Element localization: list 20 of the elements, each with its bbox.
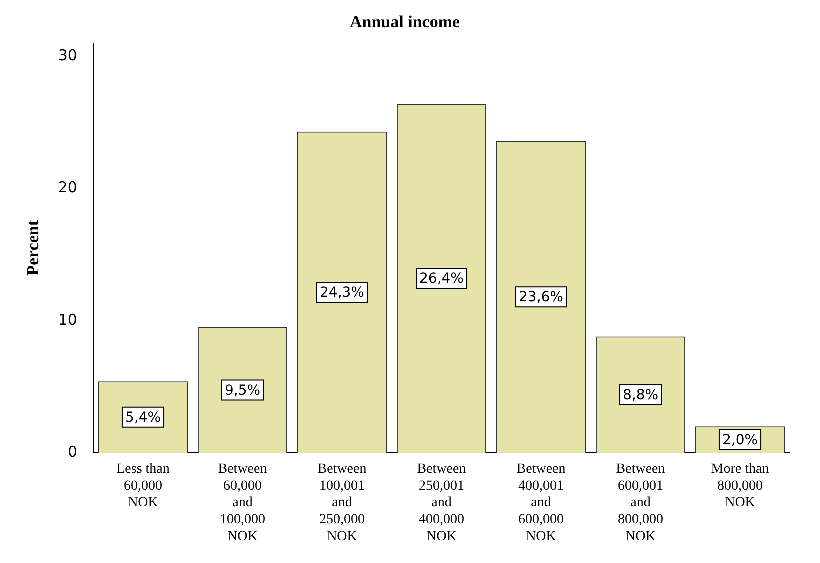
x-tick-label: More than 800,000 NOK (711, 462, 770, 511)
y-tick-label: 30 (58, 46, 78, 65)
x-tick-label: Between 60,000 and 100,000 NOK (218, 462, 268, 544)
y-axis-title: Percent (24, 220, 43, 276)
x-tick-label: Between 400,001 and 600,000 NOK (516, 462, 566, 544)
x-tick-label: Less than 60,000 NOK (116, 462, 170, 511)
x-tick-label: Between 250,001 and 400,000 NOK (417, 462, 466, 544)
y-tick-label: 0 (68, 442, 78, 461)
data-label: 9,5% (224, 382, 261, 399)
data-label: 2,0% (722, 432, 758, 448)
chart-title: Annual income (350, 12, 460, 32)
data-label: 5,4% (125, 410, 162, 426)
data-label: 26,4% (420, 271, 464, 288)
y-tick-label: 20 (58, 178, 78, 197)
data-label: 24,3% (320, 285, 364, 302)
x-tick-label: Between 100,001 and 250,000 NOK (318, 462, 367, 544)
data-label: 8,8% (622, 388, 659, 404)
x-tick-label: Between 600,001 and 800,000 NOK (616, 462, 666, 544)
y-tick-label: 10 (58, 310, 78, 329)
data-label: 23,6% (519, 290, 564, 306)
